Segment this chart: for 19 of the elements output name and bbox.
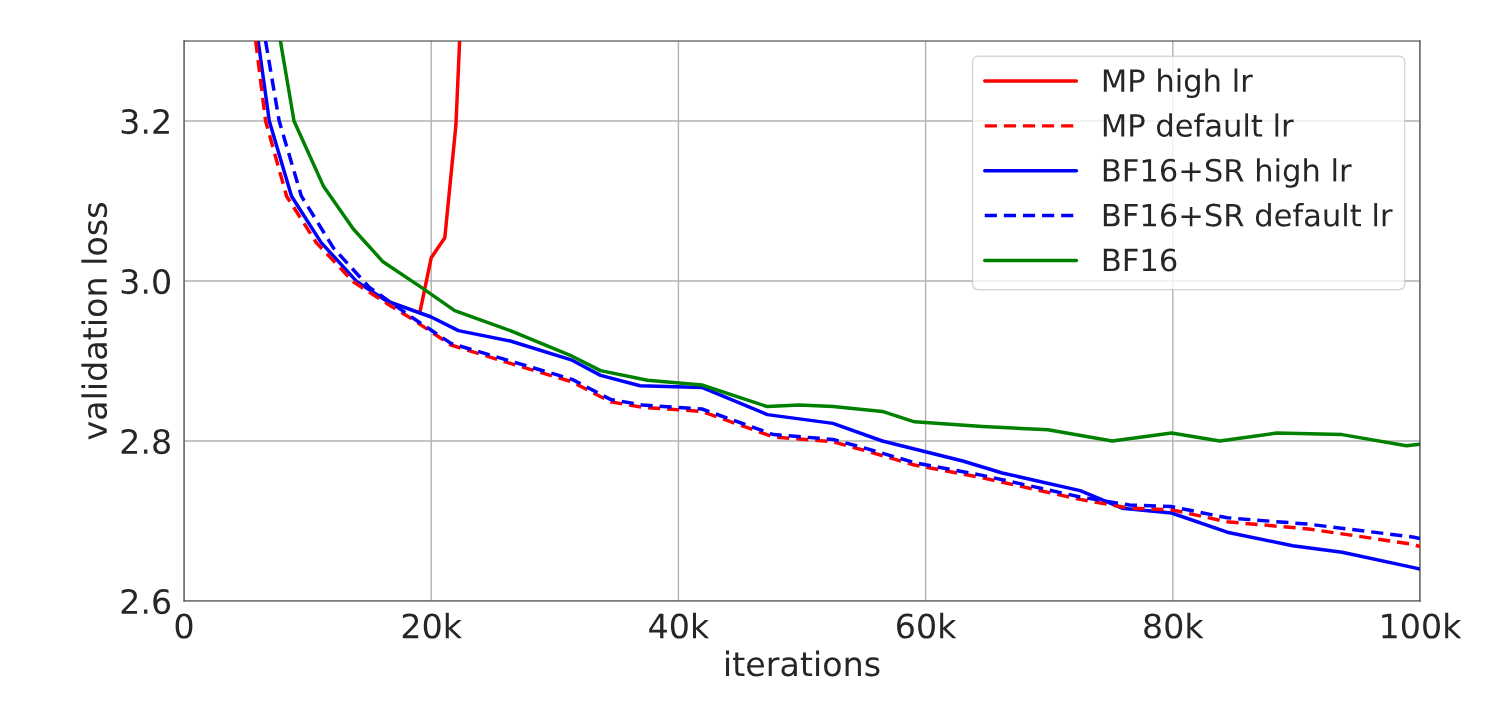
- line-series: [418, 41, 462, 314]
- legend-label: BF16: [1103, 248, 1177, 272]
- y-axis-title: validation loss: [81, 203, 108, 440]
- x-tick-label: 0: [175, 613, 193, 639]
- y-tick-label: 3.0: [121, 268, 170, 295]
- x-tick-label: 80k: [1144, 612, 1204, 639]
- x-tick-label: 40k: [649, 612, 710, 639]
- x-tick-label: 20k: [402, 612, 462, 639]
- legend-label: BF16+SR default lr: [1103, 203, 1393, 227]
- legend-label: BF16+SR high lr: [1103, 158, 1352, 188]
- x-tick-label: 100k: [1382, 612, 1462, 639]
- y-tick-label: 2.6: [121, 588, 171, 615]
- legend-label: MP default lr: [1103, 113, 1294, 137]
- x-tick-label: 60k: [897, 612, 957, 639]
- legend-label: MP high lr: [1103, 68, 1253, 99]
- y-tick-label: 3.2: [121, 108, 169, 135]
- y-tick-label: 2.8: [121, 428, 170, 455]
- x-axis-title: iterations: [726, 650, 880, 677]
- line-series: [278, 41, 1420, 448]
